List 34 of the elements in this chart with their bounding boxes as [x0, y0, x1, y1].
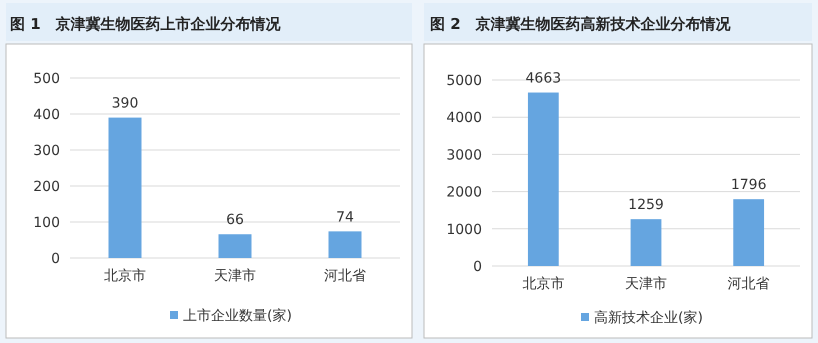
x-tick-label: 天津市: [214, 268, 256, 284]
x-tick-label: 天津市: [625, 276, 667, 292]
y-tick-label: 500: [33, 71, 60, 87]
y-tick-label: 2000: [446, 184, 482, 201]
x-tick-label: 河北省: [324, 268, 366, 284]
data-label: 1259: [628, 197, 664, 214]
bar: [328, 231, 362, 258]
chart-title: 图 1 京津冀生物医药上市企业分布情况: [10, 15, 282, 33]
data-label: 4663: [526, 70, 562, 87]
data-label: 1796: [730, 177, 767, 194]
y-tick-label: 0: [51, 251, 60, 267]
y-tick-label: 0: [473, 259, 482, 275]
y-tick-label: 1000: [446, 222, 482, 238]
bar: [630, 219, 662, 266]
legend-label: 高新技术企业(家): [594, 310, 703, 326]
x-tick-label: 北京市: [522, 276, 564, 292]
x-tick-label: 北京市: [104, 268, 146, 284]
data-label: 74: [336, 209, 354, 226]
data-label: 390: [112, 96, 138, 112]
y-tick-label: 300: [33, 143, 60, 159]
bar: [218, 234, 252, 258]
bar: [528, 92, 559, 266]
y-tick-label: 3000: [446, 147, 482, 164]
y-tick-label: 400: [33, 107, 60, 123]
y-tick-label: 5000: [446, 73, 482, 89]
y-tick-label: 100: [33, 215, 60, 231]
bar: [108, 118, 142, 258]
y-tick-label: 4000: [446, 110, 482, 126]
legend-label: 上市企业数量(家): [183, 308, 292, 324]
chart-title: 图 2 京津冀生物医药高新技术企业分布情况: [430, 15, 732, 33]
bar: [733, 199, 764, 266]
x-tick-label: 河北省: [728, 276, 770, 292]
data-label: 66: [226, 212, 244, 228]
y-tick-label: 200: [33, 179, 60, 195]
